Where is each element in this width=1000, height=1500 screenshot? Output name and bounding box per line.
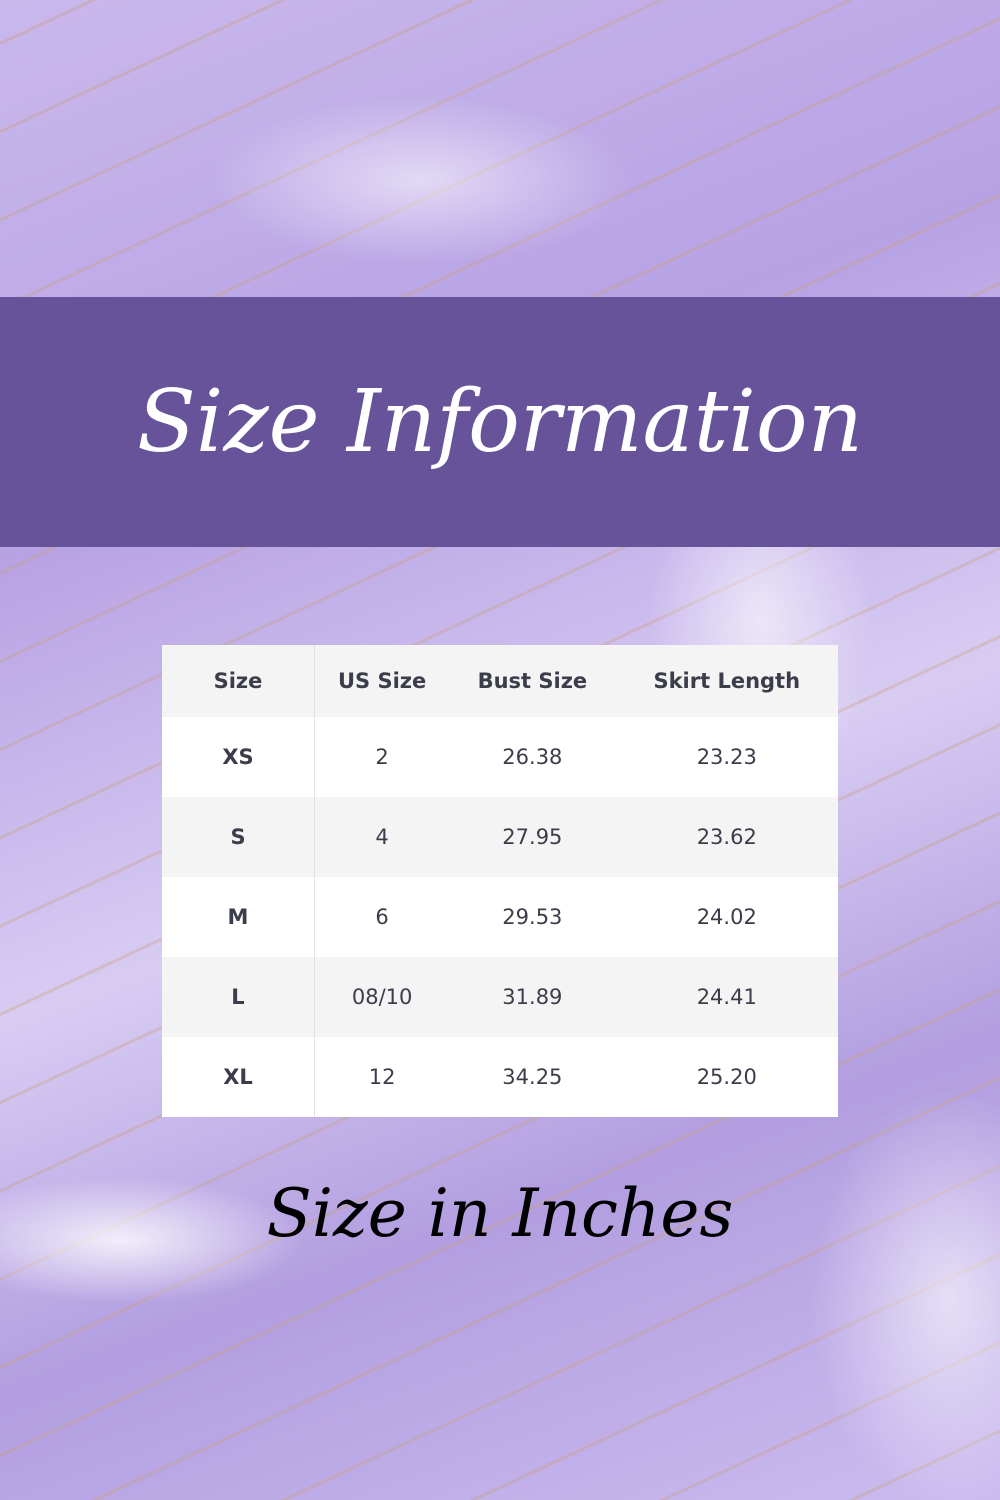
table-header-row: Size US Size Bust Size Skirt Length	[162, 645, 838, 717]
cell-us-size: 6	[375, 905, 389, 929]
cell-skirt: 24.02	[696, 905, 757, 929]
cell-bust: 26.38	[502, 745, 563, 769]
table-row: L 08/10 31.89 24.41	[162, 957, 838, 1037]
cell-us-size: 08/10	[314, 957, 450, 1037]
cell-us-size: 4	[314, 797, 450, 877]
header-skirt-length: Skirt Length	[615, 645, 838, 717]
header-us-size: US Size	[314, 645, 450, 717]
cell-size: XL	[162, 1037, 315, 1117]
cell-size: L	[162, 957, 315, 1037]
cell-size: S	[162, 797, 315, 877]
units-caption: Size in Inches	[266, 1175, 734, 1252]
cell-bust: 31.89	[449, 957, 616, 1037]
cell-us-size: 2	[375, 745, 389, 769]
table-row: XL 12 34.25 25.20	[162, 1037, 838, 1117]
cell-bust: 29.53	[502, 905, 563, 929]
table-row: S 4 27.95 23.62	[162, 797, 838, 877]
cell-skirt: 24.41	[615, 957, 838, 1037]
cell-skirt: 25.20	[696, 1065, 757, 1089]
page-title: Size Information	[136, 371, 864, 472]
size-table: Size US Size Bust Size Skirt Length XS 2 2…	[162, 645, 838, 1117]
header-bust-size: Bust Size	[449, 645, 616, 717]
title-banner: Size Information	[0, 297, 1000, 547]
cell-size: M	[162, 877, 315, 957]
table-row: M 6 29.53 24.02	[162, 877, 838, 957]
header-size: Size	[162, 645, 315, 717]
cell-skirt: 23.62	[615, 797, 838, 877]
cell-bust: 34.25	[502, 1065, 563, 1089]
cell-us-size: 12	[368, 1065, 396, 1089]
cell-size: XS	[162, 717, 315, 797]
cell-bust: 27.95	[449, 797, 616, 877]
cell-skirt: 23.23	[696, 745, 757, 769]
table-row: XS 2 26.38 23.23	[162, 717, 838, 797]
